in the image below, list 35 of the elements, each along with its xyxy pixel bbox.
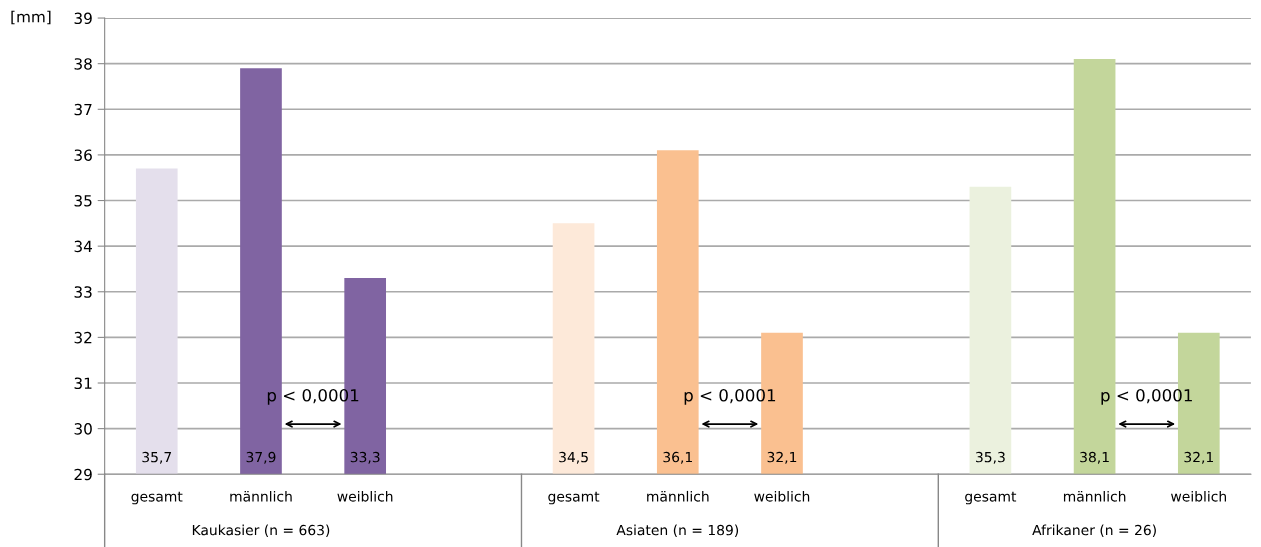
x-tick-label: weiblich bbox=[1171, 490, 1226, 502]
annotation: p < 0,0001 bbox=[684, 388, 776, 405]
text: Afrikaner (n = 26) bbox=[1032, 524, 1156, 537]
y-tick-label: 29 bbox=[74, 468, 92, 481]
x-tick-label: gesamt bbox=[131, 491, 183, 505]
y-tick-label: 37 bbox=[74, 103, 92, 116]
text: Kaukasier (n = 663) bbox=[192, 524, 330, 537]
x-tick-label: gesamt bbox=[965, 491, 1017, 505]
data-label: 38,1 bbox=[1080, 451, 1109, 464]
x-tick-label: männlich bbox=[1063, 490, 1126, 502]
data-label: 35,3 bbox=[976, 451, 1005, 464]
data-label: 33,3 bbox=[350, 451, 380, 464]
data-label: 35,7 bbox=[142, 451, 172, 464]
y-tick-label: 39 bbox=[74, 12, 92, 25]
y-tick-label: 38 bbox=[74, 58, 92, 70]
text: Asiaten (n = 189) bbox=[616, 524, 739, 537]
y-tick-label: 34 bbox=[74, 240, 92, 253]
data-label: 32,1 bbox=[767, 451, 797, 464]
x-tick-label: männlich bbox=[647, 490, 709, 502]
y-axis-title: [mm] bbox=[11, 10, 51, 25]
x-tick-label: weiblich bbox=[337, 490, 393, 502]
data-label: 36,1 bbox=[663, 451, 692, 464]
y-tick-label: 31 bbox=[74, 377, 92, 390]
x-tick-label: männlich bbox=[230, 490, 292, 502]
y-tick-label: 36 bbox=[74, 149, 92, 161]
y-tick-label: 30 bbox=[74, 423, 92, 435]
annotation: p < 0,0001 bbox=[1101, 388, 1192, 405]
y-tick-label: 32 bbox=[74, 331, 92, 344]
data-label: 32,1 bbox=[1184, 451, 1213, 464]
x-tick-label: weiblich bbox=[754, 490, 810, 502]
data-label: 37,9 bbox=[246, 451, 276, 464]
y-tick-label: 33 bbox=[74, 286, 92, 298]
x-tick-label: gesamt bbox=[548, 491, 600, 505]
data-label: 34,5 bbox=[559, 451, 588, 464]
y-tick-label: 35 bbox=[74, 195, 92, 207]
